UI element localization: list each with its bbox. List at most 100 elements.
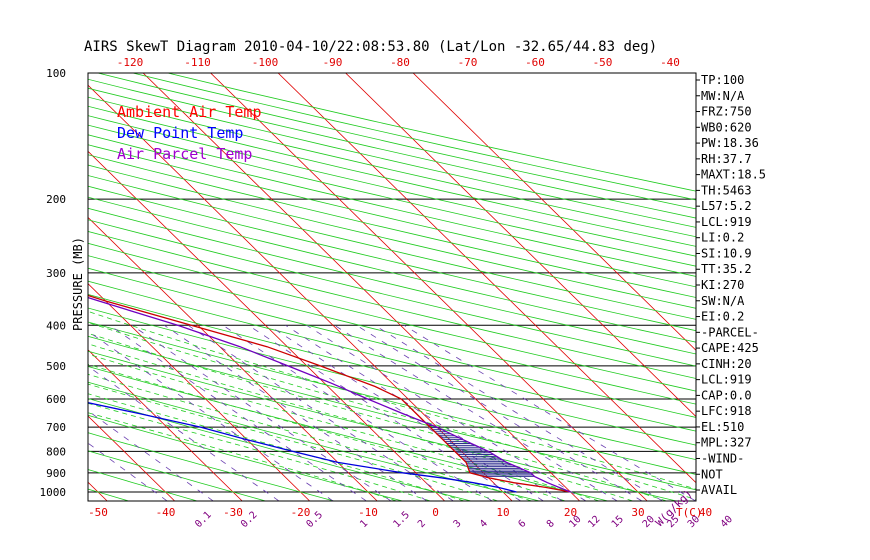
side-panel-item: PW:18.36 (701, 136, 759, 150)
top-temp-tick-label: -60 (525, 56, 545, 69)
side-panel-item: CAPE:425 (701, 341, 759, 355)
mixing-ratio-line (306, 324, 586, 501)
pressure-tick-label: 600 (46, 393, 66, 406)
side-panel-item: LCL:919 (701, 215, 752, 229)
mixing-ratio-label: 12 (586, 514, 602, 530)
side-panel-item: -PARCEL- (701, 325, 759, 339)
chart-title: AIRS SkewT Diagram 2010-04-10/22:08:53.8… (84, 39, 657, 55)
dry-adiabat-line (88, 134, 696, 277)
dry-adiabat-line (88, 154, 696, 298)
bottom-temp-tick-label: 20 (564, 506, 577, 519)
dry-adiabat-line (88, 144, 696, 288)
top-temp-tick-label: -100 (252, 56, 279, 69)
mixing-ratio-label: 15 (610, 514, 626, 530)
side-panel-item: TP:100 (701, 73, 744, 87)
bottom-temp-tick-label: -50 (88, 506, 108, 519)
mixing-ratio-line (285, 324, 563, 501)
side-panel-item: AVAIL (701, 483, 737, 497)
side-panel-item: TT:35.2 (701, 262, 752, 276)
dry-adiabat-line (88, 105, 696, 247)
isotherm-line (412, 73, 696, 351)
side-panel-item: LCL:919 (701, 373, 752, 387)
mixing-ratio-line (164, 324, 428, 501)
dry-adiabat-line (88, 207, 696, 355)
series-line-air-parcel-temp (88, 296, 571, 493)
dry-adiabat-line (88, 115, 696, 257)
top-temp-tick-label: -110 (184, 56, 211, 69)
side-panel-item: LI:0.2 (701, 231, 744, 245)
mixing-ratio-line (88, 442, 168, 501)
side-panel-item: CINH:20 (701, 357, 752, 371)
side-panel-item: WB0:620 (701, 120, 752, 134)
side-panel-item: EL:510 (701, 420, 744, 434)
pressure-tick-label: 800 (46, 445, 66, 458)
legend-entry-air-parcel-temp: Air Parcel Temp (117, 145, 252, 163)
mixing-ratio-label: 8 (545, 518, 557, 530)
dry-adiabat-line (88, 350, 676, 501)
dry-adiabat-line (88, 185, 696, 332)
isotherm-line (0, 54, 40, 501)
pressure-tick-label: 900 (46, 467, 66, 480)
dry-adiabat-line (88, 398, 471, 501)
mixing-ratio-line (403, 324, 696, 501)
mixing-ratio-label: 2 (416, 518, 428, 530)
side-panel-item: -WIND- (701, 451, 744, 465)
side-panel-item: MPL:327 (701, 436, 752, 450)
mixing-ratio-line (88, 330, 334, 501)
top-temp-tick-label: -70 (458, 56, 478, 69)
dry-adiabat-line (88, 196, 696, 343)
side-panel-item: SI:10.9 (701, 246, 752, 260)
mixing-ratio-label: 3 (452, 518, 464, 530)
mixing-ratio-line (131, 324, 392, 501)
bottom-temp-tick-label: 40 (699, 506, 712, 519)
dry-adiabat-line (88, 231, 696, 379)
bottom-temp-tick-label: -40 (156, 506, 176, 519)
y-axis-label: PRESSURE (MB) (71, 237, 85, 331)
isotherm-line (88, 415, 175, 501)
legend-entry-ambient-air-temp: Ambient Air Temp (117, 103, 262, 121)
top-temp-tick-label: -90 (323, 56, 343, 69)
dry-adiabat-line (88, 280, 696, 432)
mixing-ratio-line (109, 324, 367, 501)
bottom-temp-tick-label: -10 (358, 506, 378, 519)
pressure-tick-label: 100 (46, 67, 66, 80)
dry-adiabat-line (88, 164, 696, 309)
dry-adiabat-line (88, 335, 696, 491)
side-panel-item: RH:37.7 (701, 152, 752, 166)
top-temp-tick-label: -120 (117, 56, 144, 69)
mixing-ratio-label: 4 (478, 518, 490, 530)
side-panel-item: EI:0.2 (701, 310, 744, 324)
mixing-ratio-label: 40 (719, 514, 735, 530)
top-temp-tick-label: -50 (593, 56, 613, 69)
bottom-temp-tick-label: 0 (432, 506, 439, 519)
dry-adiabat-line (88, 255, 696, 405)
dry-adiabat-line (88, 175, 696, 320)
dry-adiabat-line (88, 414, 403, 501)
pressure-tick-label: 500 (46, 360, 66, 373)
side-panel-item: SW:N/A (701, 294, 745, 308)
pressure-tick-label: 200 (46, 193, 66, 206)
dry-adiabat-line (88, 469, 197, 501)
dry-adiabat-line (88, 450, 266, 501)
dry-adiabat-line (88, 381, 539, 501)
mixing-ratio-line (334, 324, 618, 501)
side-panel-item: KI:270 (701, 278, 744, 292)
dry-adiabat-line (88, 124, 696, 267)
mixing-ratio-line (88, 365, 280, 501)
moist-adiabat-line (88, 353, 599, 501)
mixing-ratio-line (374, 324, 663, 501)
side-panel-item: LFC:918 (701, 404, 752, 418)
isotherm-line (210, 73, 648, 501)
mixing-ratio-label: 0.1 (193, 510, 214, 531)
isotherm-line (88, 216, 378, 501)
dry-adiabat-line (88, 307, 696, 461)
side-panel-item: NOT (701, 467, 723, 481)
bottom-temp-tick-label: 30 (631, 506, 644, 519)
mixing-ratio-label: 1 (358, 518, 370, 530)
pressure-tick-label: 1000 (40, 486, 67, 499)
side-panel-item: TH:5463 (701, 183, 752, 197)
isotherm-line (88, 349, 243, 501)
side-panel-item: L57:5.2 (701, 199, 752, 213)
dry-adiabat-line (88, 219, 696, 367)
isotherm-line (88, 283, 310, 501)
